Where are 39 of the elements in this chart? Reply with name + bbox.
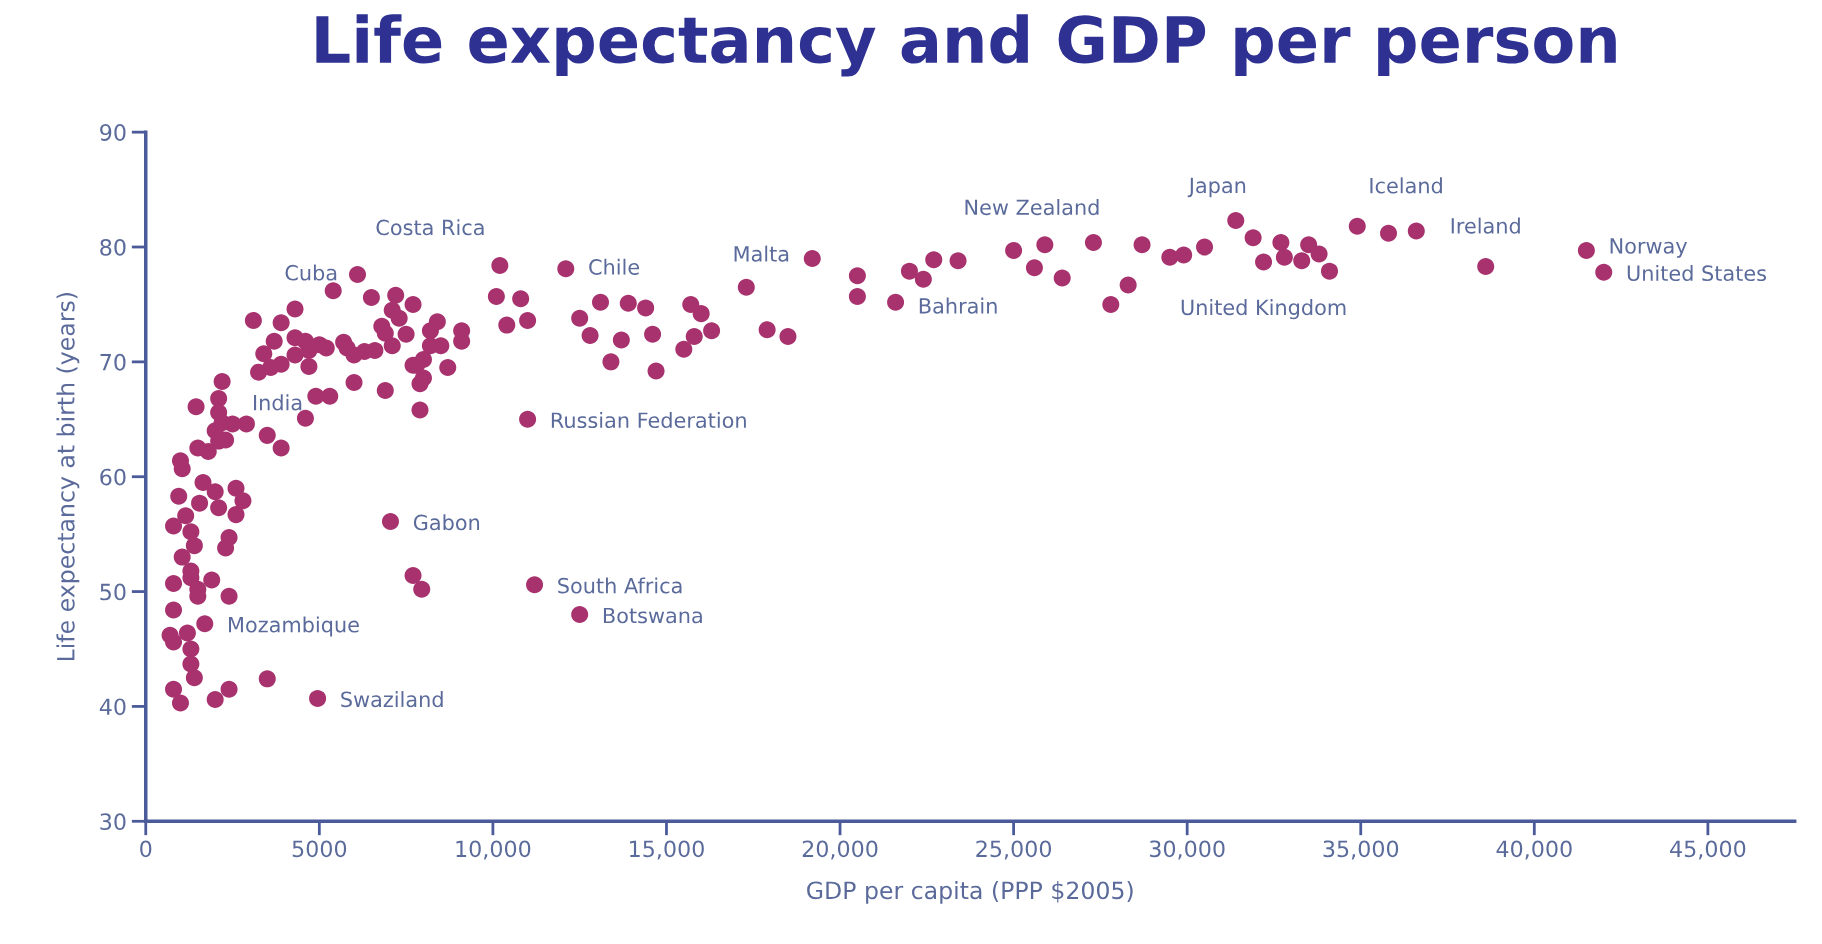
annotation: United States	[1627, 264, 1767, 282]
x-tick-label: 0	[140, 840, 152, 858]
x-tick-label: 15,000	[630, 840, 704, 860]
annotation: New Zealand	[965, 199, 1099, 216]
y-tick-label: 40	[99, 698, 126, 716]
chart-title: Life expectancy and GDP per person	[316, 14, 1616, 77]
y-tick-label: 70	[100, 353, 126, 371]
annotation: Norway	[1610, 238, 1688, 258]
annotation: Ireland	[1451, 217, 1520, 234]
x-tick-label: 40,000	[1496, 840, 1572, 860]
annotation: Russian Federation	[551, 411, 746, 429]
annotation: Botswana	[603, 607, 702, 624]
x-tick-label: 30,000	[1149, 840, 1225, 860]
x-tick-label: 45,000	[1670, 840, 1746, 860]
y-tick-label: 50	[100, 583, 126, 601]
annotation: Gabon	[413, 514, 480, 531]
annotation: Costa Rica	[376, 219, 484, 236]
annotation: United Kingdom	[1181, 299, 1346, 320]
annotation: Chile	[589, 258, 640, 275]
annotation: India	[254, 394, 302, 411]
annotation: Malta	[734, 245, 789, 262]
annotation: Japan	[1187, 177, 1246, 198]
x-tick-label: 5000	[292, 840, 347, 858]
annotation: Bahrain	[919, 297, 997, 314]
x-tick-label: 20,000	[802, 840, 878, 860]
x-tick-label: 10,000	[456, 840, 531, 860]
annotation: Swaziland	[341, 691, 443, 708]
y-tick-label: 90	[100, 124, 126, 141]
y-axis-title: Life expectancy at birth (years)	[56, 293, 80, 661]
y-tick-label: 60	[100, 468, 126, 486]
x-axis-title: GDP per capita (PPP $2005)	[807, 880, 1133, 904]
x-tick-label: 35,000	[1323, 840, 1399, 860]
annotation: South Africa	[558, 577, 682, 594]
y-tick-label: 30	[100, 813, 126, 831]
annotation: Cuba	[285, 264, 337, 281]
y-tick-label: 80	[100, 238, 126, 256]
annotation: Iceland	[1370, 177, 1442, 194]
annotation: Mozambique	[229, 616, 359, 637]
x-tick-label: 25,000	[976, 840, 1052, 860]
